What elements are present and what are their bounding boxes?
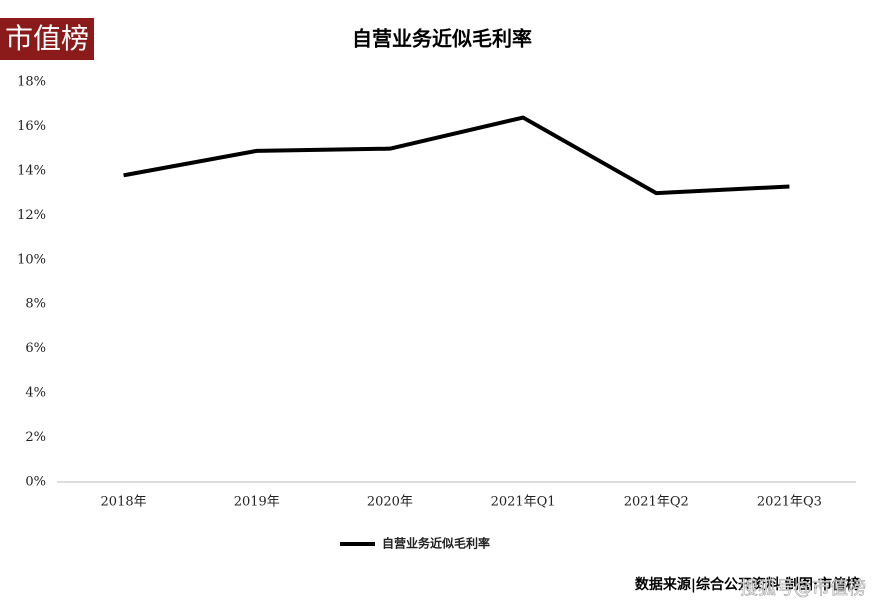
y-tick-label: 14% <box>17 163 46 178</box>
y-tick-label: 12% <box>17 208 46 223</box>
y-tick-label: 4% <box>25 386 46 401</box>
y-tick-label: 18% <box>17 75 46 90</box>
source: 数据来源|综合公开资料 制图:市值榜 <box>635 576 860 593</box>
y-tick-label: 0% <box>25 475 46 490</box>
legend-label: 自营业务近似毛利率 <box>382 536 490 551</box>
y-tick-label: 2% <box>25 430 46 445</box>
y-tick-label: 10% <box>17 252 46 267</box>
logo-box <box>0 18 94 60</box>
x-tick-label: 2020年 <box>367 495 413 510</box>
chart-title: 自营业务近似毛利率 <box>352 27 532 51</box>
logo: 市值榜 <box>5 22 89 55</box>
x-tick-label: 2019年 <box>234 495 280 510</box>
x-tick-label: 2021年Q3 <box>757 495 822 510</box>
watermark: 搜狐号@市值榜 <box>740 578 866 599</box>
y-tick-label: 16% <box>17 119 46 134</box>
y-tick-label: 6% <box>25 341 46 356</box>
line-series <box>123 115 790 196</box>
x-tick-label: 2018年 <box>101 495 147 510</box>
x-tick-label: 2021年Q2 <box>624 495 689 510</box>
x-tick-label: 2021年Q1 <box>491 495 556 510</box>
y-tick-label: 8% <box>25 297 46 312</box>
